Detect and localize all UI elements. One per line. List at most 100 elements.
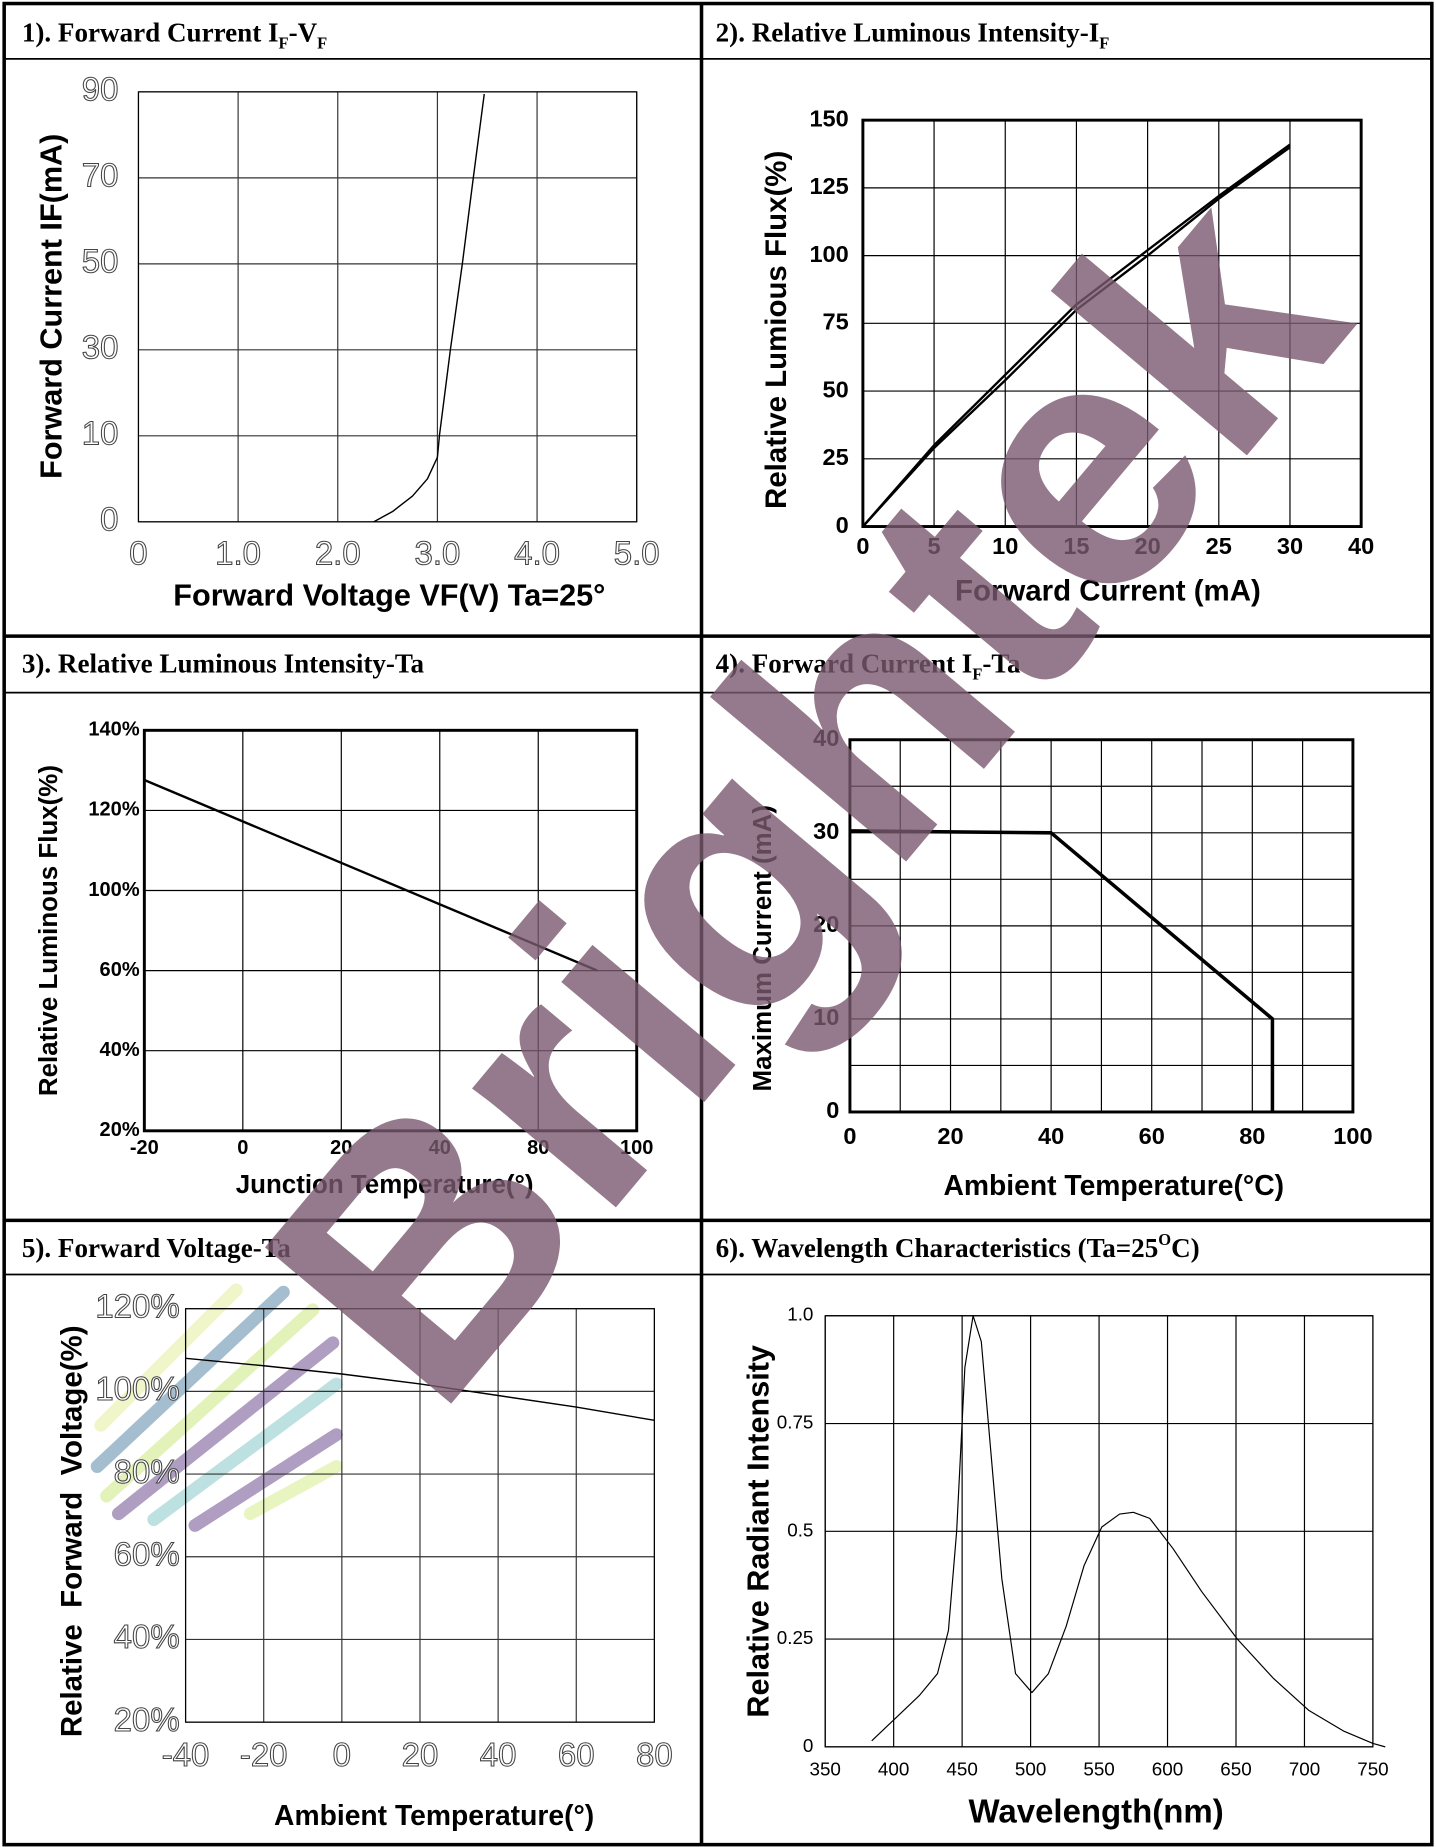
y-tick-label: 0.5 — [787, 1519, 813, 1540]
y-tick-label: 80% — [114, 1453, 180, 1490]
y-tick-label: 10 — [813, 1004, 839, 1030]
y-tick-label: 20% — [100, 1119, 140, 1141]
x-tick-label: 550 — [1083, 1758, 1114, 1779]
x-tick-label: 0 — [843, 1123, 856, 1149]
plot-frame — [824, 1315, 1374, 1748]
data-line — [185, 1357, 655, 1422]
x-tick-label: 60 — [1139, 1123, 1165, 1149]
x-tick-label: 5.0 — [614, 535, 660, 572]
x-tick-label: 40 — [1038, 1123, 1064, 1149]
x-tick-label: 0 — [129, 535, 147, 572]
title-part: F — [279, 34, 289, 53]
x-tick-label: 600 — [1152, 1758, 1183, 1779]
y-tick-label: 120% — [95, 1287, 179, 1324]
title-part: F — [1099, 34, 1109, 53]
y-tick-label: 1.0 — [787, 1304, 813, 1325]
stripe — [147, 1377, 343, 1527]
x-tick-label: 0 — [333, 1736, 351, 1773]
plot-frame — [184, 1308, 655, 1723]
stripe — [188, 1428, 343, 1532]
x-tick-label: 20 — [330, 1137, 352, 1159]
data-line — [373, 93, 485, 523]
y-tick-label: 30 — [82, 329, 119, 366]
panel-title: 4). Forward Current IF-Ta — [716, 649, 1021, 684]
y-tick-label: 50 — [82, 243, 119, 280]
y-tick-label: 0 — [826, 1097, 839, 1123]
data-line — [862, 146, 1291, 528]
x-tick-label: -20 — [130, 1137, 159, 1159]
title-part: 6). Wavelength Characteristics (Ta=25 — [716, 1233, 1159, 1263]
plot-frame — [861, 118, 1363, 529]
y-tick-label: 125 — [809, 173, 848, 199]
y-tick-label: 0 — [803, 1735, 813, 1756]
y-tick-label: 0.25 — [777, 1627, 814, 1648]
x-tick-label: 25 — [1206, 533, 1232, 559]
data-line — [143, 778, 598, 972]
x-tick-label: 20 — [937, 1123, 963, 1149]
plot-frame — [848, 738, 1355, 1114]
y-tick-label: 20% — [114, 1701, 180, 1738]
y-tick-label: 60% — [100, 959, 140, 981]
title-part: F — [317, 34, 327, 53]
y-tick-label: 75 — [823, 309, 849, 335]
stripe — [100, 1303, 320, 1503]
x-tick-label: 2.0 — [315, 535, 361, 572]
title-part: 4). Forward Current I — [716, 649, 973, 679]
title-part: 5). Forward Voltage-Ta — [22, 1233, 291, 1263]
y-axis-label: Maximum Current (mA) — [749, 805, 777, 1091]
stripe — [94, 1283, 243, 1432]
plot-frame — [142, 728, 639, 1133]
x-tick-label: 10 — [992, 533, 1018, 559]
y-tick-label: 50 — [823, 376, 849, 402]
x-axis-label: Junction Temperature(°) — [236, 1171, 534, 1199]
y-tick-label: 20 — [813, 911, 839, 937]
panel-title: 2). Relative Luminous Intensity-IF — [716, 18, 1110, 53]
x-tick-label: 450 — [946, 1758, 977, 1779]
x-tick-label: 0 — [237, 1137, 248, 1159]
x-tick-label: -20 — [240, 1736, 288, 1773]
y-tick-label: 40 — [813, 725, 839, 751]
x-tick-label: 15 — [1063, 533, 1089, 559]
x-tick-label: 80 — [527, 1137, 549, 1159]
y-tick-label: 60% — [114, 1535, 180, 1572]
panel-title: 3). Relative Luminous Intensity-Ta — [22, 649, 425, 679]
x-tick-label: 40 — [429, 1137, 451, 1159]
title-part: 1). Forward Current I — [22, 18, 279, 48]
plot-frame — [137, 91, 638, 523]
y-tick-label: 100 — [809, 241, 848, 267]
y-tick-label: 70 — [82, 157, 119, 194]
x-tick-label: 100 — [1333, 1123, 1372, 1149]
y-axis-label: Relative Lumious Flux(%) — [760, 151, 793, 509]
y-tick-label: 30 — [813, 818, 839, 844]
y-tick-label: 10 — [82, 415, 119, 452]
x-tick-label: 650 — [1220, 1758, 1251, 1779]
panel-title: 5). Forward Voltage-Ta — [22, 1233, 291, 1263]
x-tick-label: 20 — [402, 1736, 439, 1773]
x-axis-label: Ambient Temperature(°) — [274, 1799, 594, 1831]
data-line — [849, 829, 1275, 1112]
y-tick-label: 0.75 — [777, 1412, 814, 1433]
x-tick-label: 500 — [1015, 1758, 1046, 1779]
title-part: O — [1158, 1230, 1171, 1249]
stripe — [90, 1285, 290, 1474]
y-tick-label: 100% — [95, 1370, 179, 1407]
data-line — [861, 143, 1291, 528]
y-tick-label: 40% — [100, 1039, 140, 1061]
x-tick-label: 0 — [856, 533, 869, 559]
title-part: C) — [1171, 1233, 1200, 1263]
x-tick-label: 100 — [620, 1137, 653, 1159]
x-tick-label: 20 — [1135, 533, 1161, 559]
x-tick-label: 40 — [1348, 533, 1374, 559]
x-axis-label: Wavelength(nm) — [969, 1793, 1224, 1830]
x-tick-label: 80 — [1239, 1123, 1265, 1149]
title-part: -Ta — [982, 649, 1021, 679]
y-tick-label: 0 — [100, 501, 118, 538]
title-part: -V — [289, 18, 318, 48]
x-tick-label: 350 — [809, 1758, 840, 1779]
x-tick-label: 5 — [928, 533, 941, 559]
data-line — [871, 1315, 1386, 1748]
y-tick-label: 90 — [82, 71, 119, 108]
x-tick-label: 3.0 — [414, 535, 460, 572]
